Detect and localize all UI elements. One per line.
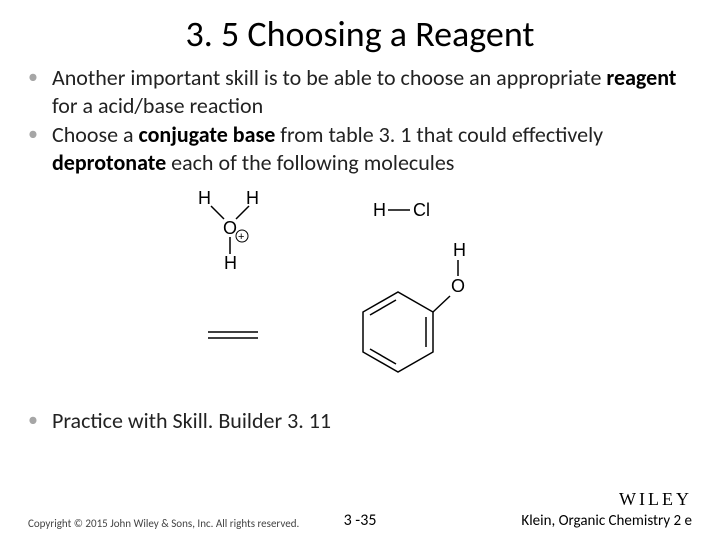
- phenol-o: O: [451, 276, 465, 296]
- hcl-h: H: [373, 200, 386, 220]
- wiley-logo: WILEY: [521, 489, 692, 510]
- text-fragment: each of the following molecules: [166, 149, 454, 176]
- footer-right: WILEY Klein, Organic Chemistry 2 e: [521, 489, 692, 530]
- footer-page-number: 3 -35: [344, 511, 377, 530]
- bullet-marker: •: [28, 121, 38, 176]
- h3o-h3: H: [224, 253, 237, 273]
- slide-content: • Another important skill is to be able …: [0, 64, 720, 435]
- bold-conjugate-base: conjugate base: [139, 121, 276, 148]
- phenol-h: H: [453, 240, 466, 260]
- bullet-marker: •: [28, 407, 38, 435]
- h3o-plus: +: [238, 231, 244, 243]
- footer-book: Klein, Organic Chemistry 2 e: [521, 512, 692, 530]
- text-fragment: from table 3. 1 that could effectively: [275, 121, 603, 148]
- slide-title: 3. 5 Choosing a Reagent: [0, 0, 720, 64]
- bullet-item-3: • Practice with Skill. Builder 3. 11: [28, 407, 692, 435]
- bullet-marker: •: [28, 64, 38, 119]
- h3o-h1: H: [198, 188, 211, 208]
- bold-deprotonate: deprotonate: [52, 149, 166, 176]
- bullet-text-3: Practice with Skill. Builder 3. 11: [52, 407, 692, 435]
- text-fragment: for a acid/base reaction: [52, 92, 263, 119]
- bold-reagent: reagent: [606, 64, 676, 91]
- bullet-text-1: Another important skill is to be able to…: [52, 64, 692, 119]
- h3o-o: O: [223, 218, 237, 238]
- bullet-item-1: • Another important skill is to be able …: [28, 64, 692, 119]
- molecule-diagrams: H H O + H H Cl: [28, 184, 692, 399]
- bullet-item-2: • Choose a conjugate base from table 3. …: [28, 121, 692, 176]
- text-fragment: Another important skill is to be able to…: [52, 64, 606, 91]
- text-fragment: Choose a: [52, 121, 139, 148]
- hcl-cl: Cl: [413, 200, 430, 220]
- chemistry-svg: H H O + H H Cl: [28, 184, 688, 399]
- h3o-h2: H: [246, 188, 259, 208]
- footer-copyright: Copyright © 2015 John Wiley & Sons, Inc.…: [28, 517, 299, 530]
- bullet-text-2: Choose a conjugate base from table 3. 1 …: [52, 121, 692, 176]
